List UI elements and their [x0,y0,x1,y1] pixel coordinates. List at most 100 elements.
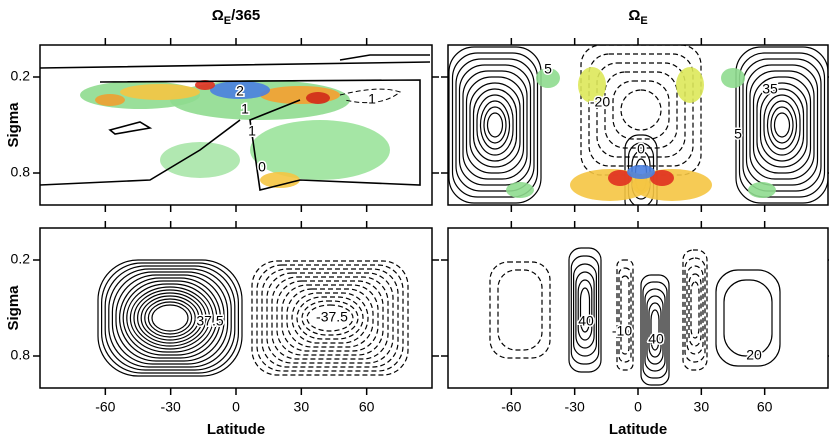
x-tick-label: 60 [359,399,375,415]
contour-line [688,273,702,347]
contour-label: 2 [236,83,244,99]
shaded-region [95,94,125,106]
contour-label: -20 [590,94,610,110]
contour-line [489,261,551,359]
contour-line [40,54,431,191]
contour-line [276,280,384,356]
x-axis-label: Latitude [207,421,265,438]
contour-line [575,271,595,349]
plot-area [97,259,409,377]
contour-line [770,106,794,144]
plot-area [40,54,431,191]
contour-line [479,100,511,150]
contour-label: 37.5 [196,313,223,329]
x-tick-label: 0 [634,399,642,415]
panel-frame [39,44,433,206]
contour-label: 0 [637,141,645,157]
contour-line [572,263,597,357]
contour-line [133,289,207,347]
contour-line [111,271,229,365]
contour-line [296,296,364,340]
contour-line [271,276,389,360]
contour-label: 40 [648,331,664,347]
panel-title: ΩE [628,7,647,27]
contour-line [144,298,196,338]
panel-frame [39,227,433,389]
y-tick-label: 0.8 [11,164,31,180]
contour-line [448,46,542,204]
contour-label: -37.5 [316,309,348,325]
contour-line [281,284,379,352]
shaded-region [160,142,240,178]
contour-line [118,277,222,359]
title-symbol: Ω [628,7,640,24]
contour-line [497,269,543,351]
y-axis-label: Sigma [5,102,22,148]
shaded-region [748,182,776,198]
contour-line [137,292,204,344]
shaded-region [676,67,704,103]
contour-line [690,281,700,339]
contour-label: 1 [241,101,249,117]
panel-frame [447,227,829,389]
shaded-region [536,68,560,88]
contour-line [261,268,399,368]
panel: 0.2 0.8 ΩE/365 Sigma 2 1 1 0 1 [5,7,439,212]
contour-line [251,260,409,376]
contour-label: 20 [746,347,762,363]
panel-title: ΩE/365 [212,7,261,27]
contour-line [642,281,668,379]
contour-line [715,269,781,367]
contour-line [640,274,670,386]
contour-line [115,274,225,362]
contour-line [577,279,593,341]
shaded-region [210,81,270,99]
contour-line [266,272,394,364]
contour-line [147,301,193,335]
y-axis-label: Sigma [5,285,22,331]
contour-line [588,53,694,167]
plot-area [448,45,828,205]
shaded-region [578,67,606,103]
contour-line [686,265,704,355]
contour-label: 1 [248,123,256,139]
contour-line [752,76,812,174]
shaded-region [260,172,300,188]
y-tick-label: 0.8 [11,347,31,363]
contour-line [745,64,819,186]
contour-line [469,82,521,168]
panel: -60 -30 0 30 60 0.2 0.8 Sigma Latitude 37.5 -37.5 [5,221,439,438]
contour-line [738,52,826,198]
contour-line [256,264,404,372]
contour-line [766,100,798,150]
panel: -60 -30 0 30 60 Latitude 40 -10 40 20 [441,221,829,438]
contour-line [763,94,801,156]
y-tick-label: 0.2 [11,68,31,84]
contour-line [749,70,815,180]
contour-line [100,262,240,374]
shaded-region [120,84,200,100]
y-tick-label: 0.2 [11,251,31,267]
contour-label: 1 [368,91,376,107]
contour-line [570,255,600,365]
contour-line [646,295,664,365]
contour-label: 35 [762,81,778,97]
contour-line [568,247,602,373]
x-tick-label: -30 [565,399,585,415]
contour-line [306,304,354,332]
shaded-region [650,170,674,186]
title-rest: /365 [231,7,260,24]
contour-label: -10 [612,323,632,339]
shaded-region [608,170,632,186]
contour-line [458,64,532,186]
contour-line [151,304,189,332]
contour-line [104,265,236,371]
shaded-region [721,68,745,88]
shaded-region [627,165,655,179]
plot-area [489,247,781,386]
contour-line [122,280,218,356]
contour-line [742,58,822,192]
contour-line [596,62,686,158]
panel: ΩE 5 -20 35 5 0 [441,7,829,212]
